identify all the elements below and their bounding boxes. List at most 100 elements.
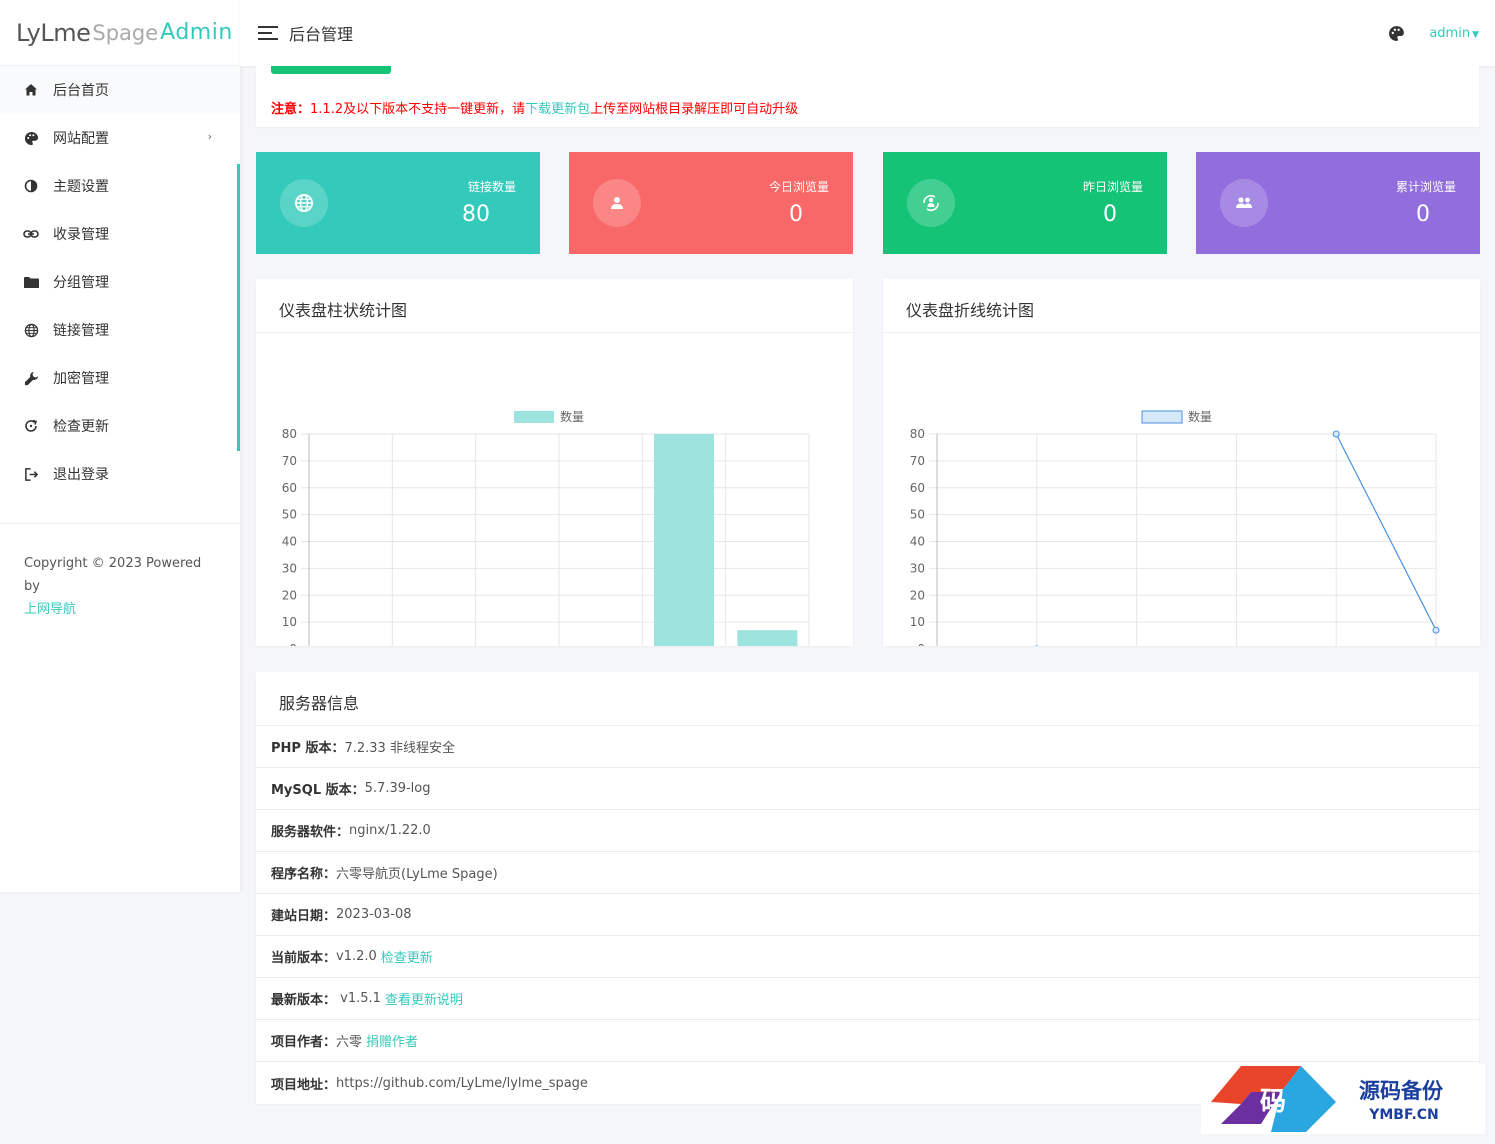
line-chart-title: 仪表盘折线统计图 [883,279,1480,333]
info-value: v1.2.0 [336,949,377,964]
sidebar-item-label: 后台首页 [53,83,109,99]
server-info-row: MySQL 版本： 5.7.39-log [256,768,1479,810]
contrast-icon [22,177,40,195]
info-value: 5.7.39-log [364,781,431,796]
info-label: 建站日期： [271,909,337,924]
sidebar-item-theme[interactable]: 主题设置 [0,162,240,210]
stat-value: 0 [1416,202,1430,227]
data-point [1332,430,1340,438]
stat-value: 0 [789,202,803,227]
notice-text-1: 1.1.2及以下版本不支持一键更新，请 [310,102,526,117]
y-tick-label: 30 [282,561,297,575]
stat-card-links: 链接数量 80 [256,152,540,254]
sidebar-item-label: 加密管理 [53,371,109,387]
logo-text-spage: Spage [92,20,159,45]
update-button-edge[interactable] [271,66,391,74]
info-label: 程序名称： [271,867,337,882]
sidebar-item-site-config[interactable]: 网站配置 › [0,114,240,162]
y-tick-label: 70 [282,454,297,468]
line-chart: 数量01020304050607080今日浏览昨日浏览本月浏览总浏览链接数分组数 [910,409,1454,671]
sidebar-item-collect[interactable]: 收录管理 [0,210,240,258]
info-label: PHP 版本： [271,741,345,756]
watermark-logo: 码 源码备份 YMBF.CN [1211,1066,1444,1132]
info-value: 六零导航页(LyLme Spage) [336,867,498,882]
watermark-domain: YMBF.CN [1368,1107,1439,1123]
sidebar-item-logout[interactable]: 退出登录 [0,450,240,498]
sidebar-item-label: 收录管理 [53,227,109,243]
globe-icon [22,321,40,339]
theme-palette-icon[interactable] [1388,25,1405,46]
sidebar-nav: 后台首页 网站配置 › 主题设置 收录管理 分组管理 链接管理 加密管理 [0,66,240,498]
series-line [1335,433,1437,631]
download-update-link[interactable]: 下载更新包 [525,102,591,117]
server-info-row: 建站日期： 2023-03-08 [256,894,1479,936]
y-tick-label: 60 [282,481,297,495]
submenu-indicator [237,164,240,451]
legend-label: 数量 [1188,409,1212,424]
y-tick-label: 0 [917,642,925,646]
info-label: MySQL 版本： [271,783,365,798]
palette-icon [22,129,40,147]
notice-prefix: 注意： [271,102,311,117]
sidebar-item-groups[interactable]: 分组管理 [0,258,240,306]
line-chart-card: 仪表盘折线统计图 数量01020304050607080今日浏览昨日浏览本月浏览… [883,279,1480,671]
stat-card-today: 今日浏览量 0 [569,152,853,254]
info-value: 2023-03-08 [336,907,412,922]
logout-icon [22,465,40,483]
stat-label: 昨日浏览量 [1082,180,1143,194]
sidebar-item-home[interactable]: 后台首页 [0,66,240,114]
logo-text-lylme: LyLme [16,18,91,47]
copyright: Copyright © 2023 Powered by 上网导航 [0,523,240,649]
y-tick-label: 30 [910,561,925,575]
server-info-row: 项目地址： https://github.com/LyLme/lylme_spag… [256,1062,1479,1104]
info-value: nginx/1.22.0 [349,823,431,838]
stat-card-total: 累计浏览量 0 [1196,152,1480,254]
server-info-title: 服务器信息 [256,672,1479,726]
info-value: v1.5.1 [336,991,381,1006]
person-cycle-icon [907,179,955,227]
server-info-row: 最新版本： v1.5.1 查看更新说明 [256,978,1479,1020]
logo-text-admin: Admin [160,20,233,45]
info-label: 项目地址： [271,1077,337,1093]
sidebar-item-links[interactable]: 链接管理 [0,306,240,354]
watermark-glyph: 码 [1260,1087,1286,1117]
server-info-row: 程序名称： 六零导航页(LyLme Spage) [256,852,1479,894]
legend-label: 数量 [560,409,584,424]
y-tick-label: 70 [910,454,925,468]
check-update-link[interactable]: 检查更新 [380,951,433,966]
changelog-link[interactable]: 查看更新说明 [384,993,463,1008]
y-tick-label: 20 [910,588,925,602]
y-tick-label: 20 [282,588,297,602]
server-info-row: 项目作者： 六零 捐赠作者 [256,1020,1479,1062]
copyright-link[interactable]: 上网导航 [24,602,77,617]
server-info-list: PHP 版本： 7.2.33 非线程安全 MySQL 版本： 5.7.39-log … [256,726,1479,1104]
watermark: 码 源码备份 YMBF.CN [1201,1064,1485,1134]
sidebar-item-label: 分组管理 [53,275,109,291]
info-label: 最新版本： [271,993,337,1008]
stat-label: 累计浏览量 [1395,180,1456,194]
y-tick-label: 50 [282,508,297,522]
folder-icon [22,273,40,291]
user-menu[interactable]: admin ▼ [1429,26,1479,41]
y-tick-label: 10 [282,615,297,629]
y-tick-label: 80 [282,427,297,441]
legend-swatch [514,411,554,423]
server-info-row: PHP 版本： 7.2.33 非线程安全 [256,726,1479,768]
y-tick-label: 40 [282,535,297,549]
bar [737,630,798,649]
globe-icon [280,179,328,227]
info-value: https://github.com/LyLme/lylme_spage [336,1075,588,1091]
sidebar-item-update[interactable]: 检查更新 [0,402,240,450]
y-tick-label: 40 [910,535,925,549]
logo[interactable]: LyLme Spage Admin [0,0,240,66]
stat-value: 80 [462,202,490,227]
sidebar-item-label: 网站配置 [53,131,109,147]
info-label: 当前版本： [271,951,337,966]
y-tick-label: 60 [910,481,925,495]
donate-link[interactable]: 捐赠作者 [366,1035,419,1050]
menu-toggle-icon[interactable] [258,26,278,40]
bar [654,434,714,649]
sidebar-item-encrypt[interactable]: 加密管理 [0,354,240,402]
stat-value: 0 [1103,202,1117,227]
y-tick-label: 0 [289,642,297,646]
